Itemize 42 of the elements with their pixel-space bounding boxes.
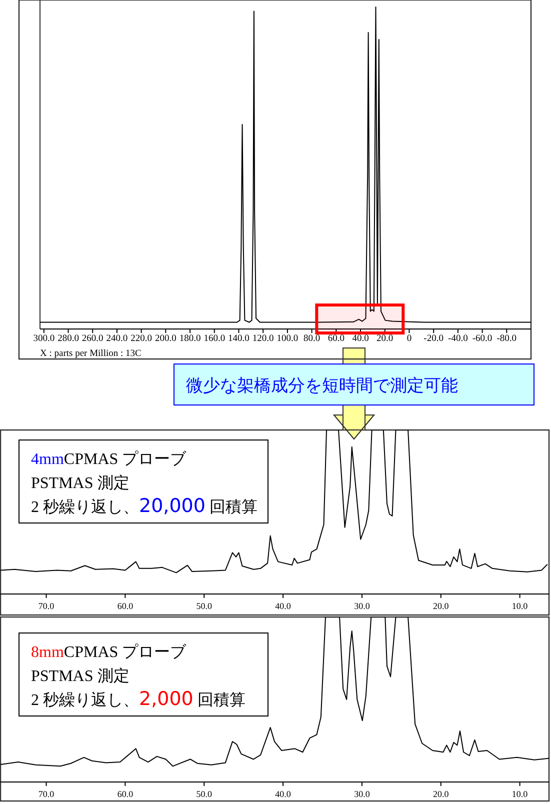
x-tick-label: 30.0 xyxy=(354,789,370,799)
x-tick-label: 100.0 xyxy=(276,334,298,344)
x-axis-title: X : parts per Million : 13C xyxy=(40,349,142,359)
x-tick-label: 50.0 xyxy=(196,601,212,611)
x-tick-label: 60.0 xyxy=(117,601,134,611)
x-tick-label: -40.0 xyxy=(448,334,468,344)
x-tick-label: 50.0 xyxy=(196,789,212,799)
x-tick-label: 20.0 xyxy=(433,601,450,611)
x-tick-label: 30.0 xyxy=(354,601,370,611)
x-tick-label: 10.0 xyxy=(512,789,528,799)
x-tick-label: 60.0 xyxy=(328,334,345,344)
annotation: PSTMAS 測定 xyxy=(31,474,130,492)
x-tick-label: 70.0 xyxy=(38,789,55,799)
x-tick-label: 200.0 xyxy=(154,334,177,344)
x-tick-label: 70.0 xyxy=(38,601,55,611)
x-tick-label: 160.0 xyxy=(204,334,226,344)
annotation: 4mmCPMAS プローブ xyxy=(31,450,188,468)
x-tick-label: 120.0 xyxy=(252,334,274,344)
x-tick-label: 240.0 xyxy=(106,334,128,344)
x-tick-label: 40.0 xyxy=(275,601,292,611)
annotation: 8mmCPMAS プローブ xyxy=(31,643,188,661)
x-tick-label: -60.0 xyxy=(472,334,492,344)
x-tick-label: 80.0 xyxy=(303,334,320,344)
x-tick-label: 220.0 xyxy=(130,334,152,344)
x-tick-label: 40.0 xyxy=(352,334,370,344)
x-tick-label: -20.0 xyxy=(424,334,444,344)
x-tick-label: 10.0 xyxy=(512,601,528,611)
x-tick-label: 260.0 xyxy=(82,334,104,344)
x-tick-label: 60.0 xyxy=(117,789,134,799)
x-tick-label: 20.0 xyxy=(433,789,450,799)
x-tick-label: 180.0 xyxy=(179,334,201,344)
annotation: PSTMAS 測定 xyxy=(31,667,130,685)
x-tick-label: 40.0 xyxy=(275,789,292,799)
annotation: 2 秒繰り返し、20,000 回積算 xyxy=(31,495,258,517)
annotation: 2 秒繰り返し、2,000 回積算 xyxy=(31,688,246,710)
x-tick-label: 20.0 xyxy=(376,334,394,344)
x-tick-label: 300.0 xyxy=(33,334,55,344)
x-tick-label: 140.0 xyxy=(228,334,250,344)
text: 微少な架橋成分を短時間で測定可能 xyxy=(186,376,458,395)
x-tick-label: 0 xyxy=(406,334,412,344)
x-tick-label: 280.0 xyxy=(58,334,80,344)
x-tick-label: -80.0 xyxy=(496,334,517,344)
